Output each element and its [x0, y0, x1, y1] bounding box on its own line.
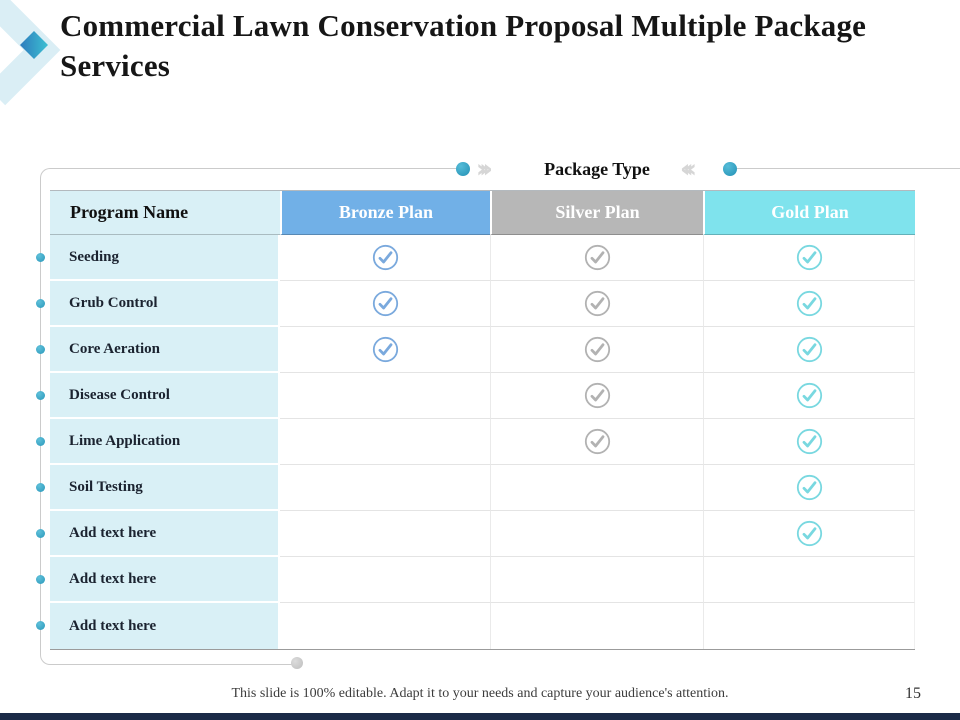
gold-plan-cell — [703, 281, 915, 327]
frame-line-left — [297, 168, 457, 169]
column-header-gold: Gold Plan — [703, 191, 915, 235]
program-name-cell: Soil Testing — [50, 465, 280, 511]
row-bullet-dot — [36, 437, 45, 446]
column-header-program-name: Program Name — [50, 191, 280, 235]
row-bullet-dot — [36, 575, 45, 584]
check-icon — [584, 336, 610, 363]
check-icon — [372, 336, 398, 363]
bronze-plan-cell — [280, 419, 490, 465]
chevrons-right-icon: ››› — [476, 154, 493, 183]
table-row: Lime Application — [50, 419, 915, 465]
bronze-plan-cell — [280, 603, 490, 649]
check-icon — [796, 428, 822, 455]
program-name-cell: Seeding — [50, 235, 280, 281]
row-bullet-dot — [36, 299, 45, 308]
check-icon — [796, 382, 822, 409]
gold-plan-cell — [703, 557, 915, 603]
silver-plan-cell — [490, 373, 703, 419]
row-bullet-dot — [36, 529, 45, 538]
page-title: Commercial Lawn Conservation Proposal Mu… — [60, 8, 867, 83]
bronze-plan-cell — [280, 281, 490, 327]
silver-plan-cell — [490, 327, 703, 373]
table-row: Disease Control — [50, 373, 915, 419]
table-row: Seeding — [50, 235, 915, 281]
table-row: Core Aeration — [50, 327, 915, 373]
table-row: Add text here — [50, 557, 915, 603]
silver-plan-cell — [490, 281, 703, 327]
frame-line-right — [736, 168, 960, 169]
column-header-silver: Silver Plan — [490, 191, 703, 235]
gold-plan-cell — [703, 511, 915, 557]
gold-plan-cell — [703, 327, 915, 373]
check-icon — [584, 428, 610, 455]
check-icon — [372, 290, 398, 317]
table-row: Soil Testing — [50, 465, 915, 511]
table-body: Seeding Grub Control Core Aeration Disea… — [50, 235, 915, 649]
silver-plan-cell — [490, 557, 703, 603]
check-icon — [796, 244, 822, 271]
check-icon — [796, 474, 822, 501]
row-bullet-dot — [36, 253, 45, 262]
check-icon — [372, 244, 398, 271]
row-bullet-dot — [36, 621, 45, 630]
bronze-plan-cell — [280, 511, 490, 557]
row-bullet-dot — [36, 391, 45, 400]
row-bullet-dot — [36, 483, 45, 492]
row-bullet-dot — [36, 345, 45, 354]
bronze-plan-cell — [280, 235, 490, 281]
program-name-cell: Grub Control — [50, 281, 280, 327]
check-icon — [796, 336, 822, 363]
program-name-cell: Add text here — [50, 603, 280, 649]
check-icon — [584, 244, 610, 271]
program-name-cell: Disease Control — [50, 373, 280, 419]
diamond-icon — [20, 31, 48, 59]
bottom-accent-bar — [0, 713, 960, 720]
table-row: Add text here — [50, 511, 915, 557]
gold-plan-cell — [703, 419, 915, 465]
footer-note: This slide is 100% editable. Adapt it to… — [231, 686, 729, 701]
gold-plan-cell — [703, 373, 915, 419]
table-row: Grub Control — [50, 281, 915, 327]
check-icon — [584, 290, 610, 317]
program-name-cell: Core Aeration — [50, 327, 280, 373]
accent-dot-left — [456, 162, 470, 176]
package-type-heading: Package Type — [512, 156, 682, 183]
silver-plan-cell — [490, 465, 703, 511]
chevrons-left-icon: ‹‹‹ — [680, 154, 697, 183]
check-icon — [796, 520, 822, 547]
gold-plan-cell — [703, 465, 915, 511]
program-name-cell: Lime Application — [50, 419, 280, 465]
bronze-plan-cell — [280, 557, 490, 603]
table-row: Add text here — [50, 603, 915, 649]
silver-plan-cell — [490, 511, 703, 557]
check-icon — [584, 382, 610, 409]
silver-plan-cell — [490, 419, 703, 465]
silver-plan-cell — [490, 235, 703, 281]
bronze-plan-cell — [280, 373, 490, 419]
column-header-bronze: Bronze Plan — [280, 191, 490, 235]
bronze-plan-cell — [280, 327, 490, 373]
gold-plan-cell — [703, 603, 915, 649]
page-number: 15 — [905, 685, 921, 702]
package-comparison-table: Program Name Bronze Plan Silver Plan Gold … — [50, 190, 915, 650]
accent-dot-right — [723, 162, 737, 176]
silver-plan-cell — [490, 603, 703, 649]
gold-plan-cell — [703, 235, 915, 281]
table-frame-border — [40, 168, 298, 665]
corner-diamond-decoration — [0, 0, 61, 106]
table-header-row: Program Name Bronze Plan Silver Plan Gold … — [50, 190, 915, 235]
program-name-cell: Add text here — [50, 511, 280, 557]
check-icon — [796, 290, 822, 317]
bronze-plan-cell — [280, 465, 490, 511]
frame-end-dot — [291, 657, 303, 669]
program-name-cell: Add text here — [50, 557, 280, 603]
